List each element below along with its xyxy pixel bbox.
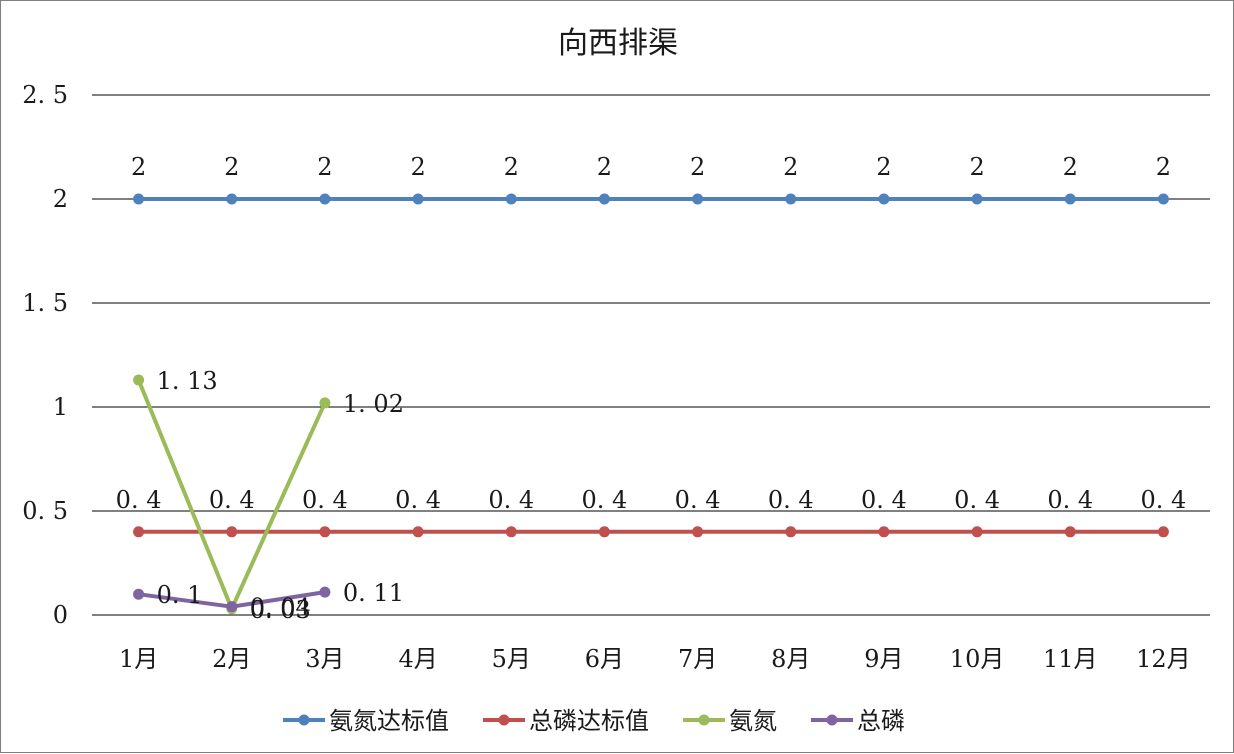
data-point: [319, 526, 331, 538]
legend-marker: [498, 714, 510, 726]
x-tick-label: 8月: [771, 645, 810, 673]
data-label: 0. 4: [488, 486, 534, 514]
data-point: [226, 601, 238, 613]
legend-label: 总磷: [857, 707, 905, 735]
data-label: 2: [597, 153, 612, 181]
x-tick-label: 11月: [1043, 645, 1098, 673]
data-label: 0. 04: [250, 594, 311, 622]
legend-label: 氨氮达标值: [329, 707, 449, 735]
y-axis-ticks: 0 0. 5 1 1. 5 2 2. 5: [22, 81, 68, 629]
data-label: 0. 4: [209, 486, 255, 514]
y-tick-label: 1: [53, 393, 68, 421]
data-label: 2: [690, 153, 705, 181]
data-label: 1. 13: [157, 367, 218, 395]
data-label: 2: [1063, 153, 1078, 181]
data-point: [878, 526, 890, 538]
data-point: [412, 526, 424, 538]
data-point: [785, 193, 797, 205]
x-tick-label: 3月: [305, 645, 344, 673]
x-tick-label: 4月: [398, 645, 437, 673]
data-point: [692, 193, 704, 205]
data-label: 0. 4: [116, 486, 162, 514]
series-group: [133, 193, 1169, 615]
data-point: [692, 526, 704, 538]
legend-marker: [698, 714, 710, 726]
data-label: 0. 1: [157, 581, 203, 609]
x-tick-label: 12月: [1136, 645, 1191, 673]
data-point: [1157, 193, 1169, 205]
data-point: [505, 526, 517, 538]
chart-title: 向西排渠: [558, 26, 678, 61]
data-label: 0. 4: [1047, 486, 1093, 514]
legend-label: 氨氮: [729, 707, 777, 735]
x-tick-label: 2月: [212, 645, 251, 673]
data-point: [785, 526, 797, 538]
data-label: 0. 4: [768, 486, 814, 514]
data-label: 0. 11: [343, 579, 404, 607]
data-label: 2: [504, 153, 519, 181]
data-point: [1064, 193, 1076, 205]
data-point: [878, 193, 890, 205]
x-axis-ticks: 1月 2月 3月 4月 5月 6月 7月 8月 9月 10月 11月 12月: [119, 645, 1191, 673]
data-point: [971, 526, 983, 538]
legend-label: 总磷达标值: [529, 707, 649, 735]
data-label: 0. 4: [582, 486, 628, 514]
data-labels: 2 2 2 2 2 2 2 2 2 2 2 2 0. 4 0. 4 0. 4 0. 4 0. 4 0. 4 0. 4…: [116, 153, 1187, 624]
data-point: [319, 586, 331, 598]
data-label: 2: [1156, 153, 1171, 181]
data-point: [971, 193, 983, 205]
legend-marker: [298, 714, 310, 726]
data-label: 2: [131, 153, 146, 181]
legend: 氨氮达标值 总磷达标值 氨氮 总磷: [283, 707, 905, 735]
data-label: 2: [783, 153, 798, 181]
y-tick-label: 1. 5: [22, 289, 68, 317]
data-label: 2: [969, 153, 984, 181]
data-label: 0. 4: [954, 486, 1000, 514]
y-tick-label: 2: [53, 185, 68, 213]
data-point: [133, 374, 145, 386]
x-tick-label: 10月: [950, 645, 1005, 673]
data-label: 0. 4: [1141, 486, 1187, 514]
data-label: 0. 4: [302, 486, 348, 514]
x-tick-label: 7月: [678, 645, 717, 673]
x-tick-label: 1月: [119, 645, 158, 673]
data-point: [505, 193, 517, 205]
data-label: 2: [317, 153, 332, 181]
data-label: 0. 4: [675, 486, 721, 514]
data-label: 0. 4: [861, 486, 907, 514]
data-point: [412, 193, 424, 205]
data-point: [133, 193, 145, 205]
data-point: [1064, 526, 1076, 538]
data-point: [319, 397, 331, 409]
data-point: [598, 526, 610, 538]
data-label: 0. 03: [250, 596, 311, 624]
data-point: [598, 193, 610, 205]
y-tick-label: 0: [53, 601, 68, 629]
data-point: [319, 193, 331, 205]
legend-marker: [826, 714, 838, 726]
x-tick-label: 5月: [492, 645, 531, 673]
y-tick-label: 2. 5: [22, 81, 68, 109]
data-label: 0. 4: [395, 486, 441, 514]
data-point: [133, 526, 145, 538]
grid-lines: [92, 94, 1210, 616]
data-point: [1157, 526, 1169, 538]
data-label: 2: [224, 153, 239, 181]
x-tick-label: 6月: [585, 645, 624, 673]
data-label: 2: [410, 153, 425, 181]
data-point: [226, 193, 238, 205]
data-point: [133, 588, 145, 600]
data-label: 2: [876, 153, 891, 181]
data-label: 1. 02: [343, 390, 404, 418]
x-tick-label: 9月: [864, 645, 903, 673]
y-tick-label: 0. 5: [22, 497, 68, 525]
data-point: [226, 526, 238, 538]
